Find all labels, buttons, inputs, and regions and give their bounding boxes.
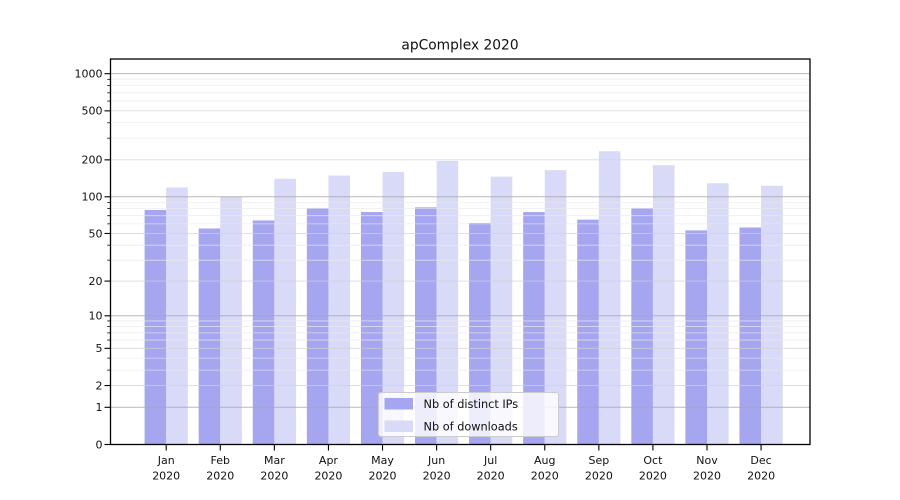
- bar-ips-aug: [523, 212, 545, 445]
- x-tick-label-month-aug: Aug: [534, 454, 555, 467]
- x-tick-label-year-mar: 2020: [260, 470, 288, 483]
- plot-frame: [109, 58, 811, 446]
- legend-box: [378, 392, 559, 437]
- bar-downloads-dec: [761, 185, 783, 445]
- x-tick-label-month-jun: Jun: [427, 454, 445, 467]
- y-tick-label-10: 10: [89, 310, 103, 323]
- y-tick-label-100: 100: [82, 191, 103, 204]
- bar-downloads-mar: [274, 178, 296, 445]
- x-tick-label-year-jan: 2020: [152, 470, 180, 483]
- legend: Nb of distinct IPs Nb of downloads: [378, 392, 559, 437]
- x-tick-label-month-dec: Dec: [750, 454, 771, 467]
- x-tick-label-year-oct: 2020: [639, 470, 667, 483]
- bar-ips-dec: [739, 227, 762, 445]
- legend-label-distinct-ips: Nb of distinct IPs: [424, 398, 519, 411]
- legend-swatch-downloads: [384, 420, 413, 432]
- x-tick-label-year-jul: 2020: [477, 470, 505, 483]
- y-tick-label-2: 2: [96, 379, 103, 392]
- x-tick-label-month-feb: Feb: [211, 454, 230, 467]
- bar-downloads-jul: [490, 176, 513, 445]
- x-tick-label-year-aug: 2020: [531, 470, 559, 483]
- x-tick-label-year-nov: 2020: [693, 470, 721, 483]
- bar-ips-nov: [685, 230, 707, 445]
- bar-downloads-aug: [544, 170, 567, 445]
- gridlines-group: [110, 73, 810, 408]
- bar-ips-sep: [577, 219, 599, 445]
- x-tick-label-month-jul: Jul: [483, 454, 497, 467]
- x-tick-label-month-jan: Jan: [157, 454, 175, 467]
- bar-downloads-apr: [328, 175, 351, 445]
- y-tick-label-1000: 1000: [75, 67, 103, 80]
- bar-ips-jul: [469, 222, 491, 445]
- x-tick-label-month-oct: Oct: [643, 454, 663, 467]
- x-tick-label-month-apr: Apr: [319, 454, 339, 467]
- x-tick-label-year-dec: 2020: [747, 470, 775, 483]
- axis-ticks-group: [104, 73, 762, 451]
- bar-downloads-jun: [436, 160, 459, 445]
- x-tick-label-year-apr: 2020: [314, 470, 342, 483]
- bar-downloads-oct: [652, 165, 675, 445]
- x-tick-label-year-sep: 2020: [585, 470, 613, 483]
- x-tick-label-year-feb: 2020: [206, 470, 234, 483]
- bar-ips-may: [360, 212, 383, 445]
- x-tick-label-month-may: May: [371, 454, 394, 467]
- y-tick-labels: 0 1 2 5 10 20 50 100 200 500 1000: [75, 67, 103, 451]
- bar-downloads-sep: [598, 151, 621, 445]
- y-tick-label-1: 1: [96, 401, 103, 414]
- bar-downloads-nov: [707, 183, 729, 445]
- y-tick-label-0: 0: [96, 438, 103, 451]
- chart-title: apComplex 2020: [401, 38, 518, 54]
- x-tick-labels: Jan 2020 Feb 2020 Mar 2020 Apr 2020 May 2020 Jun 20…: [152, 454, 775, 483]
- y-tick-label-500: 500: [82, 105, 103, 118]
- x-tick-label-month-nov: Nov: [696, 454, 718, 467]
- x-tick-label-year-may: 2020: [369, 470, 397, 483]
- y-tick-label-5: 5: [96, 342, 103, 355]
- bar-ips-mar: [252, 220, 275, 445]
- bar-ips-feb: [198, 228, 221, 445]
- y-tick-label-20: 20: [89, 275, 103, 288]
- x-tick-label-month-sep: Sep: [588, 454, 609, 467]
- legend-swatch-distinct-ips: [384, 398, 413, 410]
- bar-downloads-may: [382, 172, 405, 445]
- y-tick-label-50: 50: [89, 227, 103, 240]
- legend-label-downloads: Nb of downloads: [424, 420, 518, 433]
- x-tick-label-year-jun: 2020: [423, 470, 451, 483]
- y-tick-label-200: 200: [82, 154, 103, 167]
- x-tick-label-month-mar: Mar: [264, 454, 285, 467]
